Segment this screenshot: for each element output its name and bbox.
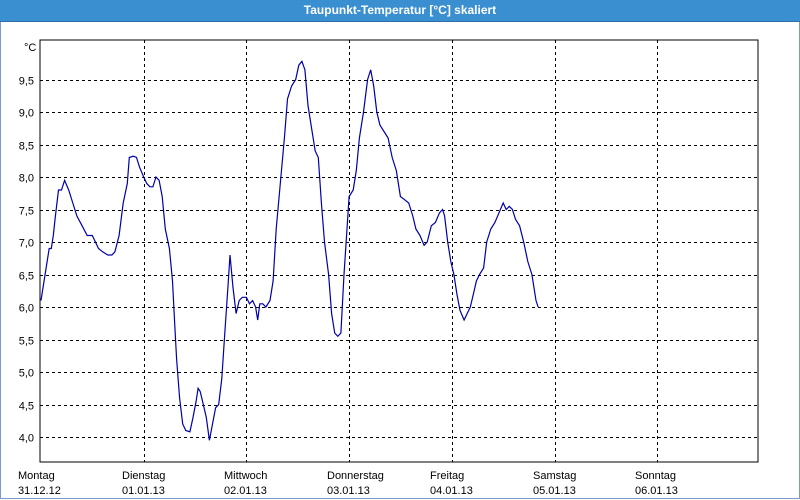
grid-lines: [40, 40, 758, 462]
y-tick-label: 7,5: [19, 206, 34, 218]
x-tick-date: 31.12.12: [18, 485, 61, 497]
x-tick-date: 04.01.13: [430, 485, 473, 497]
y-tick-label: 8,0: [19, 173, 34, 185]
y-tick-label: 7,0: [19, 238, 34, 250]
y-tick-label: 6,5: [19, 271, 34, 283]
y-tick-label: 5,5: [19, 336, 34, 348]
x-tick-day: Freitag: [430, 470, 464, 482]
x-tick-date: 05.01.13: [533, 485, 576, 497]
y-tick-label: 9,0: [19, 108, 34, 120]
y-tick-labels: 4,0 4,5 5,0 5,5 6,0 6,5 7,0 7,5 8,0 8,5 9,0 9,5: [19, 76, 34, 445]
y-tick-label: 8,5: [19, 141, 34, 153]
y-tick-label: 5,0: [19, 368, 34, 380]
y-tick-label: 4,5: [19, 401, 34, 413]
x-tick-day: Sonntag: [635, 470, 676, 482]
x-tick-day: Donnerstag: [327, 470, 384, 482]
x-tick-date: 02.01.13: [224, 485, 267, 497]
y-tick-label: 9,5: [19, 76, 34, 88]
plot-area: [39, 39, 759, 463]
x-tick-day: Mittwoch: [224, 470, 267, 482]
x-tick-day: Dienstag: [122, 470, 165, 482]
x-tick-date: 06.01.13: [635, 485, 678, 497]
y-tick-label: 6,0: [19, 303, 34, 315]
series-line: [40, 60, 539, 441]
x-tick-day: Samstag: [533, 470, 576, 482]
series-layer: [40, 60, 539, 441]
x-tick-labels: Montag 31.12.12 Dienstag 01.01.13 Mittwoch 02…: [18, 470, 678, 497]
x-tick-date: 03.01.13: [327, 485, 370, 497]
x-tick-date: 01.01.13: [122, 485, 165, 497]
y-axis-unit: °C: [24, 42, 36, 54]
x-tick-day: Montag: [18, 470, 55, 482]
chart-title: Taupunkt-Temperatur [°C] skaliert: [0, 0, 800, 22]
y-tick-label: 4,0: [19, 433, 34, 445]
